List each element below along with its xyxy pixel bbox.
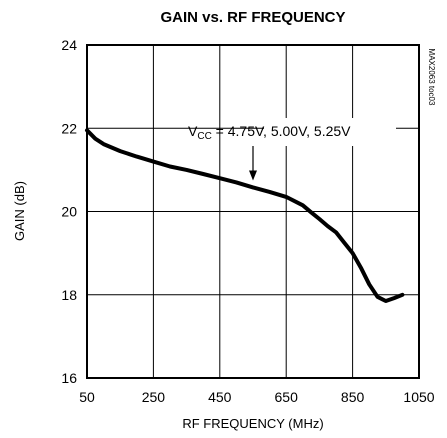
x-tick-label: 850 <box>341 389 365 405</box>
annotation-arrow-head <box>249 170 257 181</box>
x-tick-labels: 50 250 450 650 850 1050 <box>79 389 435 405</box>
vcc-annotation: VCC = 4.75V, 5.00V, 5.25V <box>188 123 351 142</box>
vcc-annotation-prefix: V <box>188 123 198 139</box>
y-tick-label: 24 <box>61 37 77 53</box>
x-axis-label: RF FREQUENCY (MHz) <box>182 416 323 431</box>
plot-frame <box>86 44 420 379</box>
vcc-annotation-suffix: = 4.75V, 5.00V, 5.25V <box>212 123 351 139</box>
y-tick-labels: 16 18 20 22 24 <box>61 37 77 386</box>
y-tick-label: 18 <box>61 287 77 303</box>
y-tick-label: 22 <box>61 120 77 136</box>
series-line <box>85 128 405 303</box>
x-tick-label: 1050 <box>403 389 434 405</box>
figure-code: MAX2063 toc03 <box>427 49 436 106</box>
y-axis-label: GAIN (dB) <box>12 181 27 241</box>
chart-title: GAIN vs. RF FREQUENCY <box>160 9 345 26</box>
x-tick-label: 650 <box>275 389 299 405</box>
vcc-annotation-subscript: CC <box>197 131 211 142</box>
annotation-background <box>264 118 396 146</box>
x-tick-label: 450 <box>208 389 232 405</box>
x-tick-label: 50 <box>79 389 95 405</box>
y-tick-label: 20 <box>61 204 77 220</box>
y-tick-label: 16 <box>61 370 77 386</box>
grid <box>87 45 419 378</box>
x-tick-label: 250 <box>142 389 166 405</box>
